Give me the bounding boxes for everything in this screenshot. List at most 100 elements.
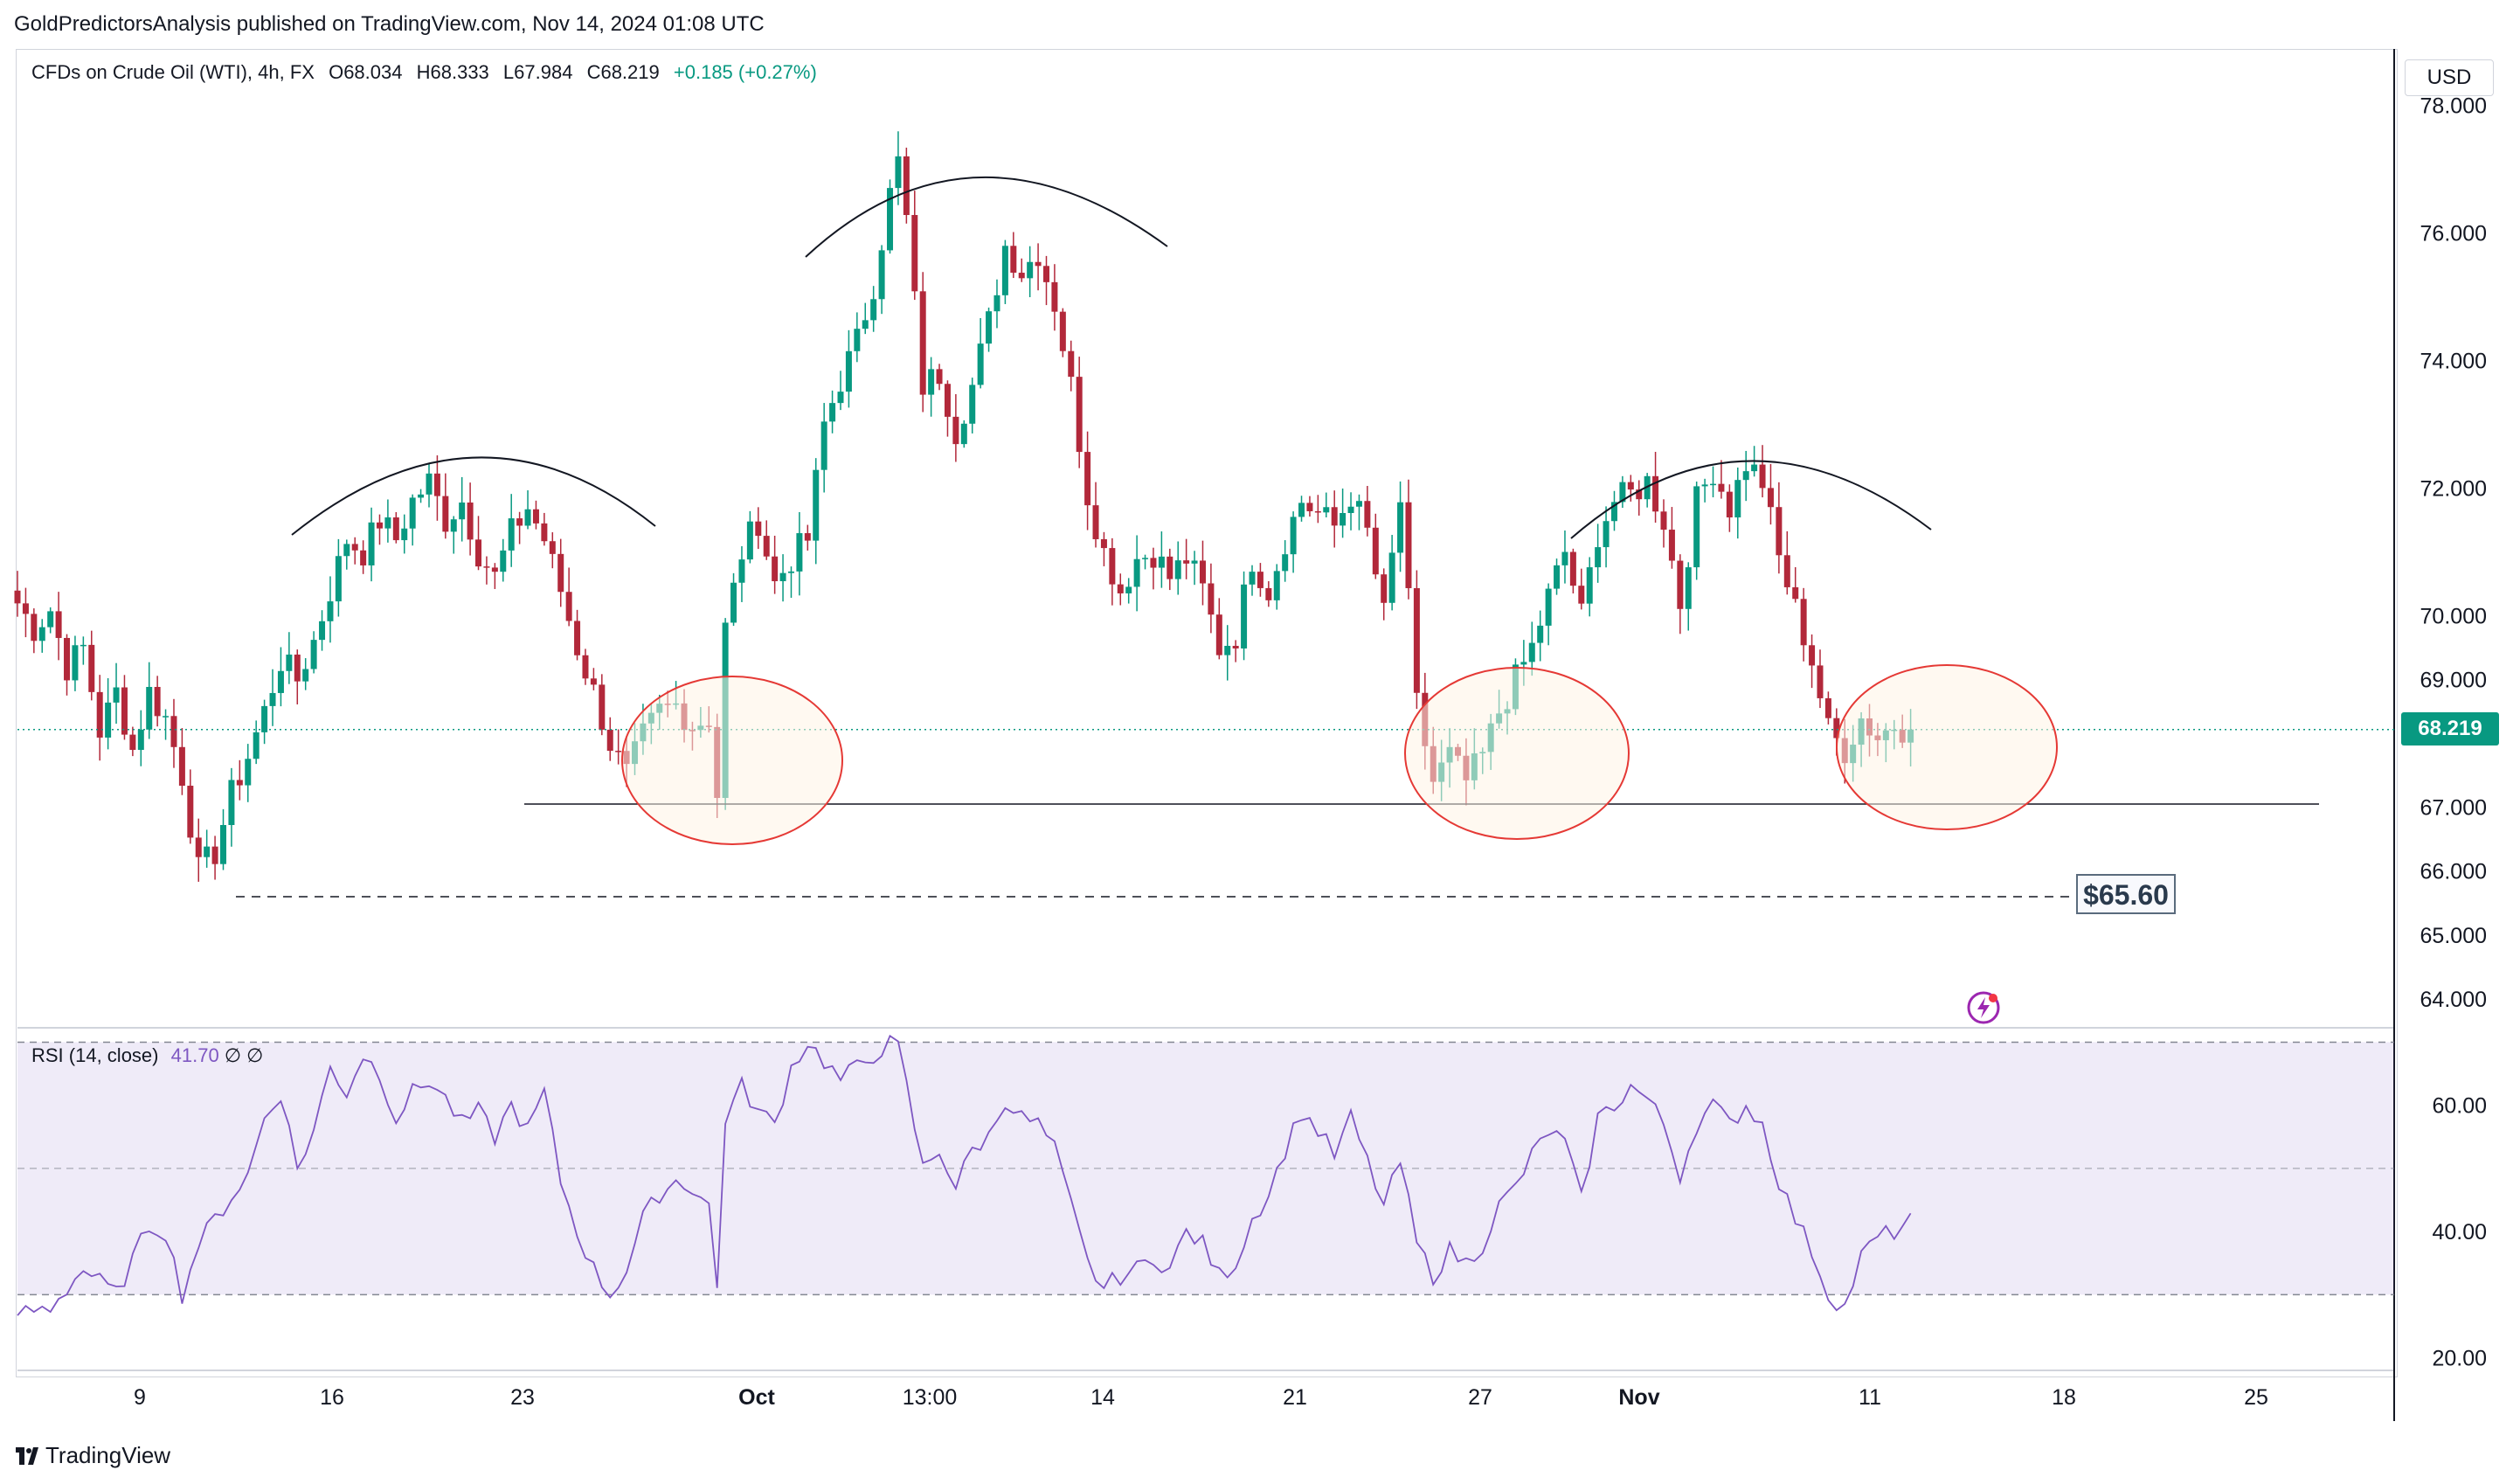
symbol-name[interactable]: CFDs on Crude Oil (WTI), 4h, FX [31,61,315,83]
candle-body [1767,488,1774,508]
candle-body [1726,491,1733,518]
rsi-tick-label: 20.00 [2432,1347,2487,1371]
price-tick-label: 66.000 [2420,860,2487,884]
candle-body [1569,551,1576,586]
candle-body [500,550,507,572]
candle-body [72,645,79,681]
candle-body [1084,452,1091,506]
candle-body [261,705,268,732]
candle-body [1701,484,1708,487]
candle-body [204,846,211,857]
candle-body [178,746,185,787]
candle-body [1109,548,1116,585]
candle-body [154,686,161,717]
candle-body [1800,599,1807,646]
price-tick-label: 65.000 [2420,924,2487,948]
ohlc-close: C68.219 [586,61,660,83]
candle-body [1100,538,1107,549]
candle-body [516,518,523,526]
candle-body [1809,645,1816,666]
candle-body [1413,587,1420,693]
candle-body [105,702,112,738]
candle-body [1578,586,1585,604]
tradingview-logo-icon [16,1446,38,1465]
rsi-legend: RSI (14, close) 41.70 ∅ ∅ [31,1044,263,1067]
candle-body [1347,506,1354,514]
candle-body [837,392,844,404]
candle-body [38,627,45,641]
candle-body [1759,464,1766,489]
rsi-label[interactable]: RSI (14, close) [31,1044,159,1066]
candle-body [294,654,301,682]
candle-body [483,566,490,568]
candle-body [1528,642,1535,662]
candle-body [1142,558,1149,559]
candle-body [1660,511,1667,530]
candle-body [253,732,260,759]
rsi-tick-label: 40.00 [2432,1220,2487,1245]
candle-body [310,640,317,669]
candle-body [1751,464,1758,472]
candle-body [187,786,194,838]
candle-body [1241,584,1248,648]
lightning-icon[interactable] [1966,990,2001,1025]
brand-footer[interactable]: TradingView [16,1442,170,1469]
candle-body [1290,517,1297,555]
candle-body [236,780,243,786]
candle-body [524,509,531,526]
candle-body [335,556,342,602]
candle-body [1092,505,1099,539]
candle-body [928,369,935,395]
ohlc-open: O68.034 [329,61,403,83]
candle-body [195,837,202,857]
candle-body [1232,645,1239,648]
candle-body [327,601,334,621]
support-circle [1836,664,2058,830]
price-tick-label: 67.000 [2420,796,2487,821]
candle-body [1125,586,1132,593]
candle-body [475,539,482,567]
candle-body [302,669,309,682]
candle-body [170,716,177,747]
candle-body [813,469,820,541]
candle-body [829,403,836,422]
candle-body [508,518,515,551]
right-shoulder-arc [1570,460,1932,539]
candle-body [599,684,606,730]
candle-body [245,759,252,786]
candle-body [384,517,391,529]
candle-body [738,559,745,583]
currency-button[interactable]: USD [2405,59,2494,96]
candle-body [1257,572,1263,588]
candle-body [1224,645,1231,655]
time-tick-label: Oct [738,1385,775,1410]
rsi-value: 41.70 [170,1044,219,1066]
candle-body [1652,475,1659,512]
candle-body [1076,377,1083,453]
candle-body [376,522,383,529]
candle-body [1265,587,1272,600]
candle-body [64,637,71,681]
price-tick-label: 74.000 [2420,350,2487,374]
candle-body [433,473,440,496]
candle-body [787,571,794,573]
time-tick-label: 14 [1090,1385,1115,1410]
candle-body [1776,507,1783,556]
candle-body [1306,503,1313,511]
candle-body [565,592,572,621]
candle-body [1554,565,1561,589]
candle-body [1372,527,1379,575]
candle-body [772,556,779,581]
candle-body [730,582,737,623]
rsi-tick-label: 60.00 [2432,1094,2487,1119]
price-tick-label: 72.000 [2420,477,2487,502]
candle-body [870,299,877,321]
candle-body [1833,718,1840,739]
candle-body [854,329,861,351]
candle-body [88,644,95,692]
candle-body [1520,662,1527,665]
candle-body [319,621,326,641]
chart-frame [16,49,2398,1377]
time-tick-label: 21 [1283,1385,1307,1410]
